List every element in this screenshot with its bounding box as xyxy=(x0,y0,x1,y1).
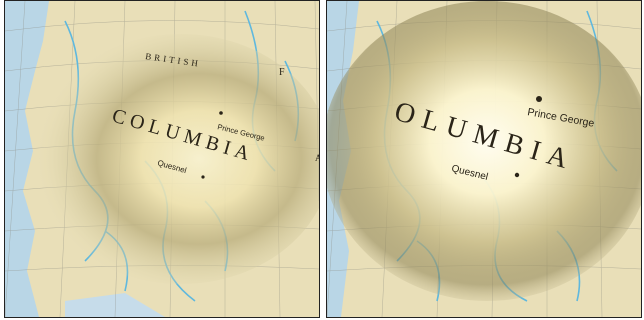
city-dot-quesnel xyxy=(514,172,520,178)
magnifier-lens xyxy=(31,34,319,284)
label-edge-a: A xyxy=(315,153,319,163)
ocean-area xyxy=(5,1,49,317)
city-dot-quesnel xyxy=(201,175,205,179)
label-f: F xyxy=(279,67,285,78)
city-dot-prince-george xyxy=(536,96,542,102)
ocean-south xyxy=(65,293,165,317)
map-left-svg: BRITISH F COLUMBIA A Prince George Quesn… xyxy=(5,1,319,317)
magnifier-lens xyxy=(327,1,641,301)
city-dot-prince-george xyxy=(219,111,223,115)
map-panel-left: BRITISH F COLUMBIA A Prince George Quesn… xyxy=(4,0,320,318)
map-panel-right: OLUMBIA Prince George Quesnel xyxy=(326,0,642,318)
map-right-svg: OLUMBIA Prince George Quesnel xyxy=(327,1,641,317)
